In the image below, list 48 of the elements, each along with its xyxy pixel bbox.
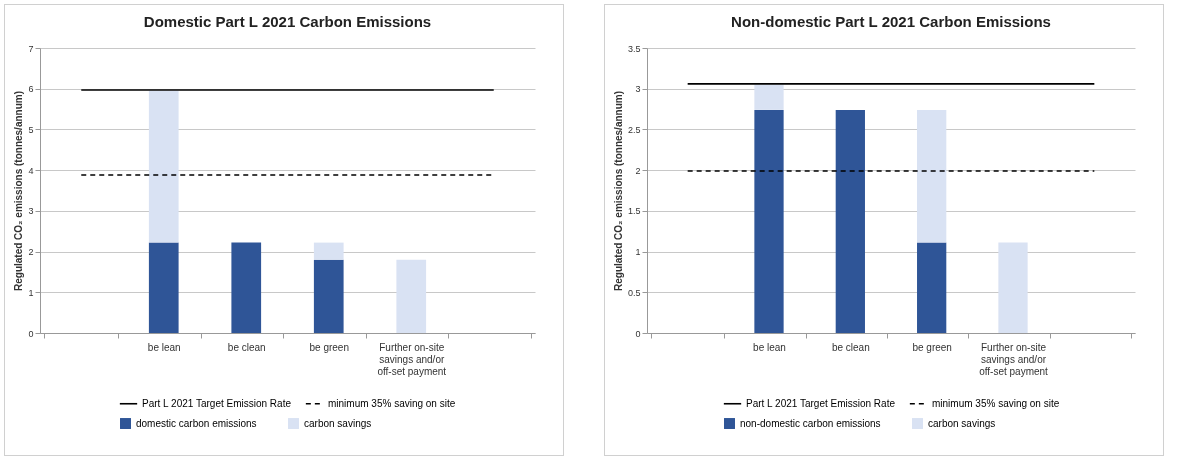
y-tick-label: 7 [28,43,34,54]
legend-label: Part L 2021 Target Emission Rate [746,397,896,409]
legend-label: minimum 35% saving on site [328,397,456,409]
y-tick-label: 3 [28,206,34,217]
y-tick-label: 2 [635,165,641,176]
y-tick-label: 0 [28,328,34,339]
chart-title: Domestic Part L 2021 Carbon Emissions [143,13,432,30]
y-tick-label: 1 [635,247,641,258]
bar [313,242,344,260]
legend-label: carbon savings [928,417,996,429]
bar [917,242,947,333]
y-tick-label: 0 [635,328,641,339]
x-tick-label: Further on-site savings and/or off-set payment [377,341,447,377]
legend-label: non-domestic carbon emissions [740,417,881,429]
legend-label: carbon savings [304,417,372,429]
x-tick-label: be lean [147,341,181,353]
y-tick-label: 1 [28,287,34,298]
x-tick-label: be green [309,341,349,353]
legend-label: minimum 35% saving on site [932,397,1060,409]
bar [998,242,1028,333]
y-tick-label: 2.5 [627,124,641,135]
legend-label: Part L 2021 Target Emission Rate [142,397,292,409]
bar [148,90,179,243]
x-tick-label: Further on-site savings and/or off-set payment [979,341,1049,377]
x-tick-label: be clean [831,341,870,353]
chart-title: Non-domestic Part L 2021 Carbon Emissions [731,13,1051,30]
y-tick-label: 5 [28,124,34,135]
y-tick-label: 0.5 [627,287,641,298]
y-tick-label: 2 [28,247,34,258]
bar [835,109,865,333]
x-tick-label: be clean [227,341,266,353]
y-tick-label: 3.5 [627,43,641,54]
bar [396,259,427,333]
y-axis-title: Regulated CO₂ emissions (tonnes/annum) [13,90,25,292]
bar [231,242,262,333]
bar [148,242,179,333]
x-tick-label: be lean [753,341,786,353]
y-axis-title: Regulated CO₂ emissions (tonnes/annum) [612,90,624,292]
bar [754,109,784,333]
x-tick-label: be green [912,341,952,353]
bar [754,84,784,110]
bar [917,109,947,243]
y-tick-label: 1.5 [627,206,641,217]
legend-label: domestic carbon emissions [136,417,257,429]
y-tick-label: 3 [635,84,641,95]
bar [313,259,344,333]
y-tick-label: 6 [28,84,34,95]
y-tick-label: 4 [28,165,34,176]
